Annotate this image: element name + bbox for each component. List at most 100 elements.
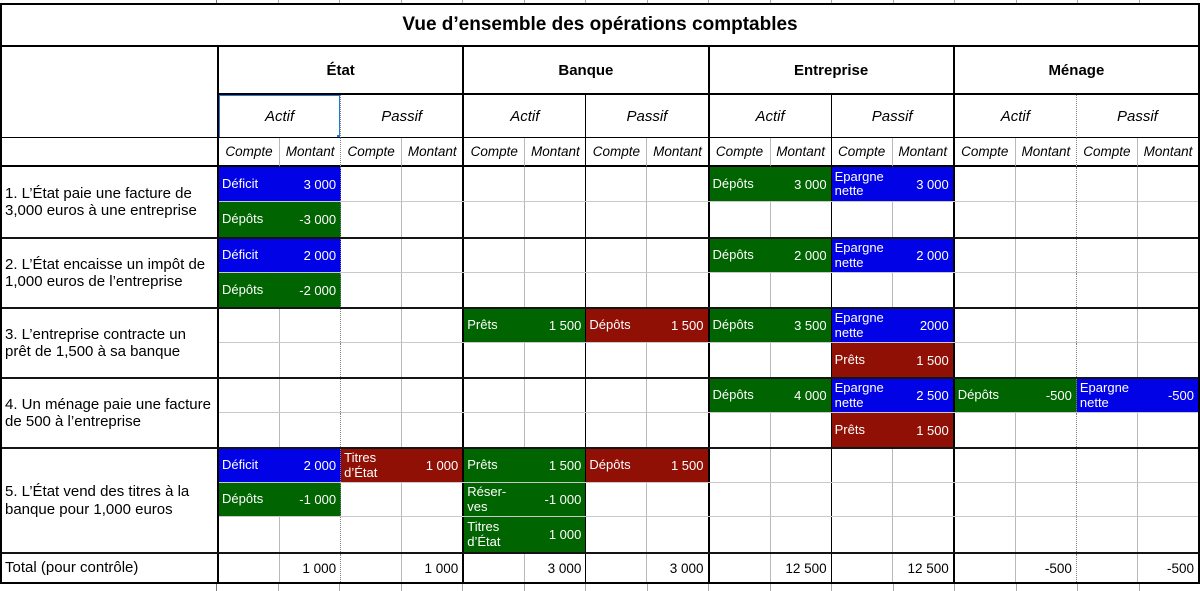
amount-cell[interactable]	[1137, 202, 1198, 237]
account-cell[interactable]	[1076, 517, 1138, 552]
amount-cell[interactable]: 2 000	[770, 239, 832, 272]
account-cell[interactable]	[219, 413, 281, 447]
account-cell[interactable]	[219, 517, 281, 552]
amount-cell[interactable]	[280, 413, 342, 447]
account-cell[interactable]	[586, 273, 648, 307]
header-passif-banque[interactable]: Passif	[586, 95, 710, 138]
account-cell[interactable]	[954, 483, 1016, 516]
account-cell[interactable]	[709, 343, 771, 377]
col-header-montant[interactable]: Montant	[892, 138, 955, 167]
amount-cell[interactable]	[525, 239, 587, 272]
total-label[interactable]: Total (pour contrôle)	[2, 554, 219, 582]
amount-cell[interactable]	[525, 343, 587, 377]
account-cell[interactable]	[341, 167, 403, 201]
corner-header-cell-2[interactable]	[2, 95, 219, 138]
amount-cell[interactable]: -500	[1015, 379, 1077, 412]
total-amount-cell[interactable]: -500	[1015, 554, 1077, 582]
amount-cell[interactable]	[770, 343, 832, 377]
account-cell[interactable]: Epargne nette	[831, 239, 893, 272]
account-cell[interactable]	[464, 202, 526, 237]
amount-cell[interactable]	[647, 483, 710, 516]
row-label[interactable]: 4. Un ménage paie une facture de 500 à l…	[2, 379, 219, 447]
account-cell[interactable]: Prêts	[464, 449, 526, 482]
account-cell[interactable]	[219, 343, 281, 377]
account-cell[interactable]	[341, 517, 403, 552]
account-cell[interactable]	[1076, 167, 1138, 201]
amount-cell[interactable]	[892, 273, 955, 307]
corner-header-cell[interactable]	[2, 47, 219, 95]
account-cell[interactable]	[586, 239, 648, 272]
amount-cell[interactable]	[1015, 449, 1077, 482]
account-cell[interactable]: Dépôts	[709, 379, 771, 412]
col-header-compte[interactable]: Compte	[586, 138, 648, 167]
header-actif-entreprise[interactable]: Actif	[709, 95, 832, 138]
amount-cell[interactable]	[1137, 413, 1198, 447]
account-cell[interactable]: Titres d’État	[464, 517, 526, 552]
amount-cell[interactable]	[280, 309, 342, 342]
amount-cell[interactable]	[1015, 483, 1077, 516]
amount-cell[interactable]: -3 000	[280, 202, 342, 237]
sector-header-etat[interactable]: État	[219, 47, 465, 95]
total-empty-cell[interactable]	[219, 554, 281, 582]
account-cell[interactable]	[341, 343, 403, 377]
amount-cell[interactable]	[1015, 309, 1077, 342]
col-header-compte[interactable]: Compte	[954, 138, 1016, 167]
amount-cell[interactable]	[770, 273, 832, 307]
account-cell[interactable]	[831, 202, 893, 237]
amount-cell[interactable]	[280, 517, 342, 552]
total-empty-cell[interactable]	[341, 554, 403, 582]
amount-cell[interactable]	[1137, 483, 1198, 516]
amount-cell[interactable]	[525, 379, 587, 412]
total-empty-cell[interactable]	[709, 554, 771, 582]
amount-cell[interactable]	[892, 517, 955, 552]
account-cell[interactable]: Dépôts	[586, 449, 648, 482]
account-cell[interactable]	[341, 273, 403, 307]
amount-cell[interactable]: 1 000	[525, 517, 587, 552]
total-empty-cell[interactable]	[464, 554, 526, 582]
amount-cell[interactable]	[770, 413, 832, 447]
amount-cell[interactable]	[402, 167, 465, 201]
header-actif-etat[interactable]: Actif	[219, 95, 342, 138]
amount-cell[interactable]: 2 000	[892, 239, 955, 272]
sector-header-banque[interactable]: Banque	[464, 47, 710, 95]
account-cell[interactable]: Epargne nette	[831, 167, 893, 201]
account-cell[interactable]: Prêts	[831, 343, 893, 377]
amount-cell[interactable]	[647, 379, 710, 412]
amount-cell[interactable]	[1015, 202, 1077, 237]
account-cell[interactable]	[954, 413, 1016, 447]
account-cell[interactable]	[709, 273, 771, 307]
row-label[interactable]: 2. L’État encaisse un impôt de 1,000 eur…	[2, 239, 219, 307]
amount-cell[interactable]: 1 000	[402, 449, 465, 482]
col-header-montant[interactable]: Montant	[647, 138, 710, 167]
account-cell[interactable]	[586, 379, 648, 412]
account-cell[interactable]	[341, 483, 403, 516]
account-cell[interactable]: Déficit	[219, 167, 281, 201]
title-row[interactable]: Vue d’ensemble des opérations comptables	[2, 3, 1198, 47]
amount-cell[interactable]	[892, 449, 955, 482]
amount-cell[interactable]	[1137, 343, 1198, 377]
account-cell[interactable]: Dépôts	[709, 309, 771, 342]
account-cell[interactable]: Epargne nette	[831, 379, 893, 412]
account-cell[interactable]: Dépôts	[954, 379, 1016, 412]
col-header-compte[interactable]: Compte	[464, 138, 526, 167]
account-cell[interactable]	[831, 449, 893, 482]
account-cell[interactable]: Titres d’État	[341, 449, 403, 482]
account-cell[interactable]	[1076, 273, 1138, 307]
account-cell[interactable]	[586, 167, 648, 201]
total-empty-cell[interactable]	[954, 554, 1016, 582]
amount-cell[interactable]	[402, 273, 465, 307]
header-passif-menage[interactable]: Passif	[1076, 95, 1198, 138]
amount-cell[interactable]: 2000	[892, 309, 955, 342]
amount-cell[interactable]	[402, 413, 465, 447]
account-cell[interactable]	[464, 167, 526, 201]
amount-cell[interactable]	[647, 167, 710, 201]
total-amount-cell[interactable]: 3 000	[647, 554, 710, 582]
sector-header-menage[interactable]: Ménage	[954, 47, 1198, 95]
amount-cell[interactable]: 1 500	[525, 449, 587, 482]
account-cell[interactable]	[1076, 483, 1138, 516]
header-passif-entreprise[interactable]: Passif	[831, 95, 955, 138]
account-cell[interactable]: Déficit	[219, 449, 281, 482]
account-cell[interactable]: Dépôts	[709, 167, 771, 201]
amount-cell[interactable]: 3 000	[892, 167, 955, 201]
col-header-compte[interactable]: Compte	[1076, 138, 1138, 167]
